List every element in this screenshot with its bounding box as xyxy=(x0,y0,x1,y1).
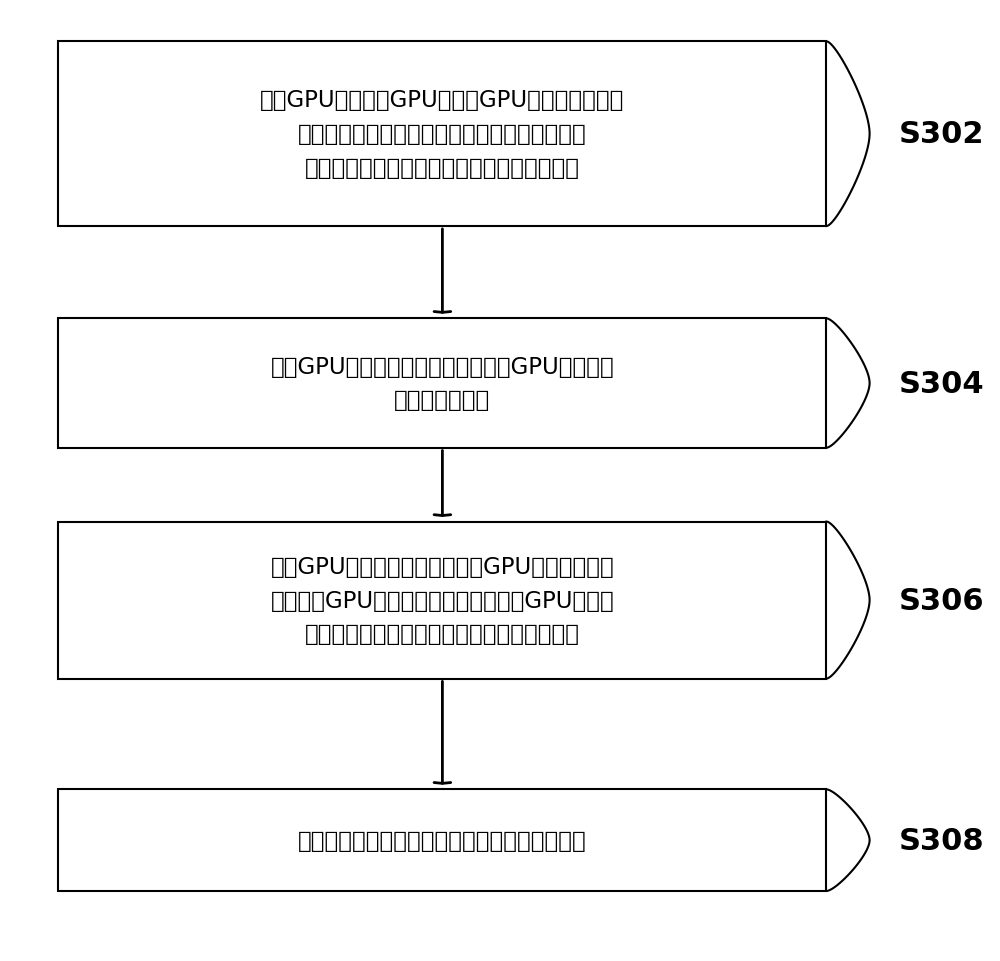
FancyBboxPatch shape xyxy=(58,790,826,891)
Text: 第一GPU将第一样本特征输入至第一GPU的第一全
连接层进行处理: 第一GPU将第一样本特征输入至第一GPU的第一全 连接层进行处理 xyxy=(271,356,614,412)
Text: 多个GPU中的第一GPU对第一GPU的第一特征提取
网络进行初始化，并采用初始化后的第一特征提
取网络提取目标训练数据集中的第一样本特征: 多个GPU中的第一GPU对第一GPU的第一特征提取 网络进行初始化，并采用初始化… xyxy=(260,89,625,180)
FancyBboxPatch shape xyxy=(58,42,826,227)
Text: S308: S308 xyxy=(898,825,984,854)
Text: 基于目标预测误差更新目标神经网络模型的参数: 基于目标预测误差更新目标神经网络模型的参数 xyxy=(298,828,587,851)
Text: S302: S302 xyxy=(898,120,984,149)
Text: S304: S304 xyxy=(898,369,984,398)
FancyBboxPatch shape xyxy=(58,522,826,678)
FancyBboxPatch shape xyxy=(58,319,826,448)
Text: S306: S306 xyxy=(898,586,984,615)
Text: 第一GPU基于处理结果确定第一GPU的预测误差；
基于第一GPU的预测误差和接收的其他GPU的预测
误差，确定目标神经网络模型的目标预测误差: 第一GPU基于处理结果确定第一GPU的预测误差； 基于第一GPU的预测误差和接收… xyxy=(271,555,614,646)
